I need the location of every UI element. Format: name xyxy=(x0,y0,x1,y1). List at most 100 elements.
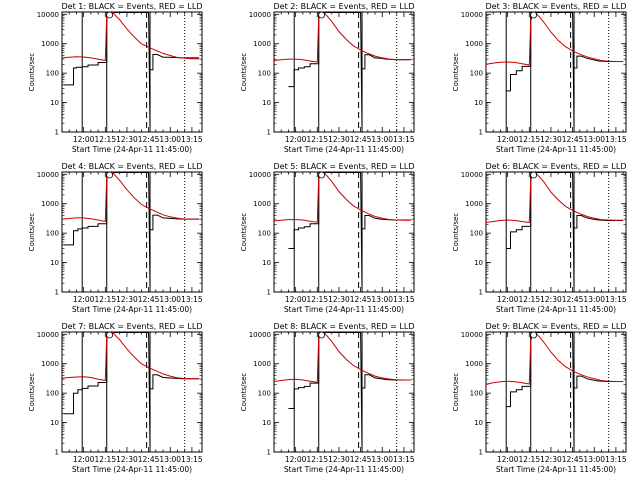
x-tick-label: 12:30 xyxy=(540,135,562,144)
series-events xyxy=(288,332,412,449)
series-lld xyxy=(62,12,200,62)
series-events xyxy=(63,172,200,289)
series-lld xyxy=(274,12,412,63)
y-tick-label: 1000 xyxy=(465,40,483,48)
x-axis-label: Start Time (24-Apr-11 11:45:00) xyxy=(284,305,404,314)
y-tick-label: 10 xyxy=(262,99,271,107)
x-tick-label: 13:00 xyxy=(371,295,393,304)
x-tick-label: 12:00 xyxy=(285,455,307,464)
y-tick-label: 1000 xyxy=(41,360,59,368)
y-tick-label: 10000 xyxy=(249,171,271,179)
y-tick-label: 10000 xyxy=(37,11,59,19)
x-tick-label: 13:15 xyxy=(393,135,415,144)
x-axis-label: Start Time (24-Apr-11 11:45:00) xyxy=(72,305,192,314)
x-tick-label: 12:45 xyxy=(138,295,160,304)
y-tick-label: 10000 xyxy=(37,331,59,339)
x-axis-label: Start Time (24-Apr-11 11:45:00) xyxy=(284,465,404,474)
y-tick-label: 1 xyxy=(55,129,59,137)
x-tick-label: 13:00 xyxy=(583,295,605,304)
chart-panel-8: 12:00 12:15 12:30 12:45 13:00 13:15 1 10 100 1000… xyxy=(240,322,415,474)
y-tick-label: 100 xyxy=(470,390,483,398)
x-tick-label: 13:15 xyxy=(605,295,627,304)
x-tick-label: 12:00 xyxy=(497,455,519,464)
series-events xyxy=(288,12,412,129)
y-tick-label: 1 xyxy=(267,289,271,297)
chart-panel-6: 12:00 12:15 12:30 12:45 13:00 13:15 1 10 100 1000… xyxy=(452,162,627,314)
series-events xyxy=(63,332,200,449)
y-axis-label: Counts/sec xyxy=(28,373,36,412)
x-axis-label: Start Time (24-Apr-11 11:45:00) xyxy=(496,145,616,154)
y-tick-label: 1 xyxy=(267,129,271,137)
y-tick-label: 10000 xyxy=(249,11,271,19)
x-tick-label: 13:15 xyxy=(393,295,415,304)
y-axis-label: Counts/sec xyxy=(28,213,36,252)
x-tick-label: 12:15 xyxy=(306,455,328,464)
chart-panel-9: 12:00 12:15 12:30 12:45 13:00 13:15 1 10 100 1000… xyxy=(452,322,627,474)
marker-lines xyxy=(81,172,186,292)
chart-panel-7: 12:00 12:15 12:30 12:45 13:00 13:15 1 10 100 1000… xyxy=(28,322,203,474)
x-tick-label: 13:15 xyxy=(181,455,203,464)
x-tick-label: 12:30 xyxy=(116,135,138,144)
marker-lines xyxy=(505,172,610,292)
marker-lines xyxy=(81,332,186,452)
x-tick-label: 13:00 xyxy=(371,455,393,464)
marker-lines xyxy=(293,172,398,292)
x-tick-label: 12:45 xyxy=(138,135,160,144)
saturation-marker xyxy=(318,11,326,19)
y-tick-label: 1 xyxy=(479,289,483,297)
chart-title: Det 1: BLACK = Events, RED = LLD xyxy=(62,2,203,11)
saturation-marker xyxy=(106,331,114,339)
y-tick-label: 1000 xyxy=(41,40,59,48)
y-tick-label: 1000 xyxy=(465,200,483,208)
plot-frame xyxy=(485,331,627,453)
chart-title: Det 7: BLACK = Events, RED = LLD xyxy=(62,322,203,331)
series-events xyxy=(63,12,200,129)
series-events xyxy=(506,12,624,129)
chart-title: Det 8: BLACK = Events, RED = LLD xyxy=(274,322,415,331)
chart-title: Det 6: BLACK = Events, RED = LLD xyxy=(486,162,627,171)
series-lld xyxy=(274,332,412,383)
x-tick-label: 12:30 xyxy=(116,295,138,304)
x-tick-label: 12:00 xyxy=(285,135,307,144)
x-tick-label: 12:00 xyxy=(497,295,519,304)
y-tick-label: 1000 xyxy=(465,360,483,368)
series-events xyxy=(506,172,624,289)
y-axis-label: Counts/sec xyxy=(28,53,36,92)
series-lld xyxy=(486,172,624,224)
chart-title: Det 5: BLACK = Events, RED = LLD xyxy=(274,162,415,171)
marker-lines xyxy=(505,12,610,132)
x-tick-label: 13:00 xyxy=(159,455,181,464)
x-tick-label: 13:15 xyxy=(393,455,415,464)
x-tick-label: 12:15 xyxy=(94,455,116,464)
y-tick-label: 100 xyxy=(258,70,271,78)
y-tick-label: 10 xyxy=(474,419,483,427)
x-tick-label: 12:45 xyxy=(562,135,584,144)
chart-title: Det 3: BLACK = Events, RED = LLD xyxy=(486,2,627,11)
chart-panel-2: 12:00 12:15 12:30 12:45 13:00 13:15 1 10 100 1000… xyxy=(240,2,415,154)
x-tick-label: 13:15 xyxy=(605,455,627,464)
x-tick-label: 12:30 xyxy=(328,455,350,464)
y-tick-label: 10 xyxy=(50,419,59,427)
chart-panel-4: 12:00 12:15 12:30 12:45 13:00 13:15 1 10 100 1000… xyxy=(28,162,203,314)
plot-frame xyxy=(273,331,415,453)
series-lld xyxy=(486,332,624,385)
x-axis-label: Start Time (24-Apr-11 11:45:00) xyxy=(72,145,192,154)
y-tick-label: 100 xyxy=(258,230,271,238)
plot-frame xyxy=(61,171,203,293)
x-tick-label: 12:15 xyxy=(94,295,116,304)
y-tick-label: 100 xyxy=(470,230,483,238)
x-tick-label: 13:00 xyxy=(159,135,181,144)
x-tick-label: 12:45 xyxy=(350,455,372,464)
y-axis-label: Counts/sec xyxy=(452,373,460,412)
y-tick-label: 100 xyxy=(46,70,59,78)
x-tick-label: 13:15 xyxy=(181,295,203,304)
x-axis-label: Start Time (24-Apr-11 11:45:00) xyxy=(496,465,616,474)
chart-panel-5: 12:00 12:15 12:30 12:45 13:00 13:15 1 10 100 1000… xyxy=(240,162,415,314)
plot-frame xyxy=(61,11,203,133)
x-tick-label: 12:00 xyxy=(73,295,95,304)
x-tick-label: 12:00 xyxy=(73,455,95,464)
y-axis-label: Counts/sec xyxy=(240,373,248,412)
series-lld xyxy=(62,332,200,382)
y-tick-label: 1000 xyxy=(253,200,271,208)
